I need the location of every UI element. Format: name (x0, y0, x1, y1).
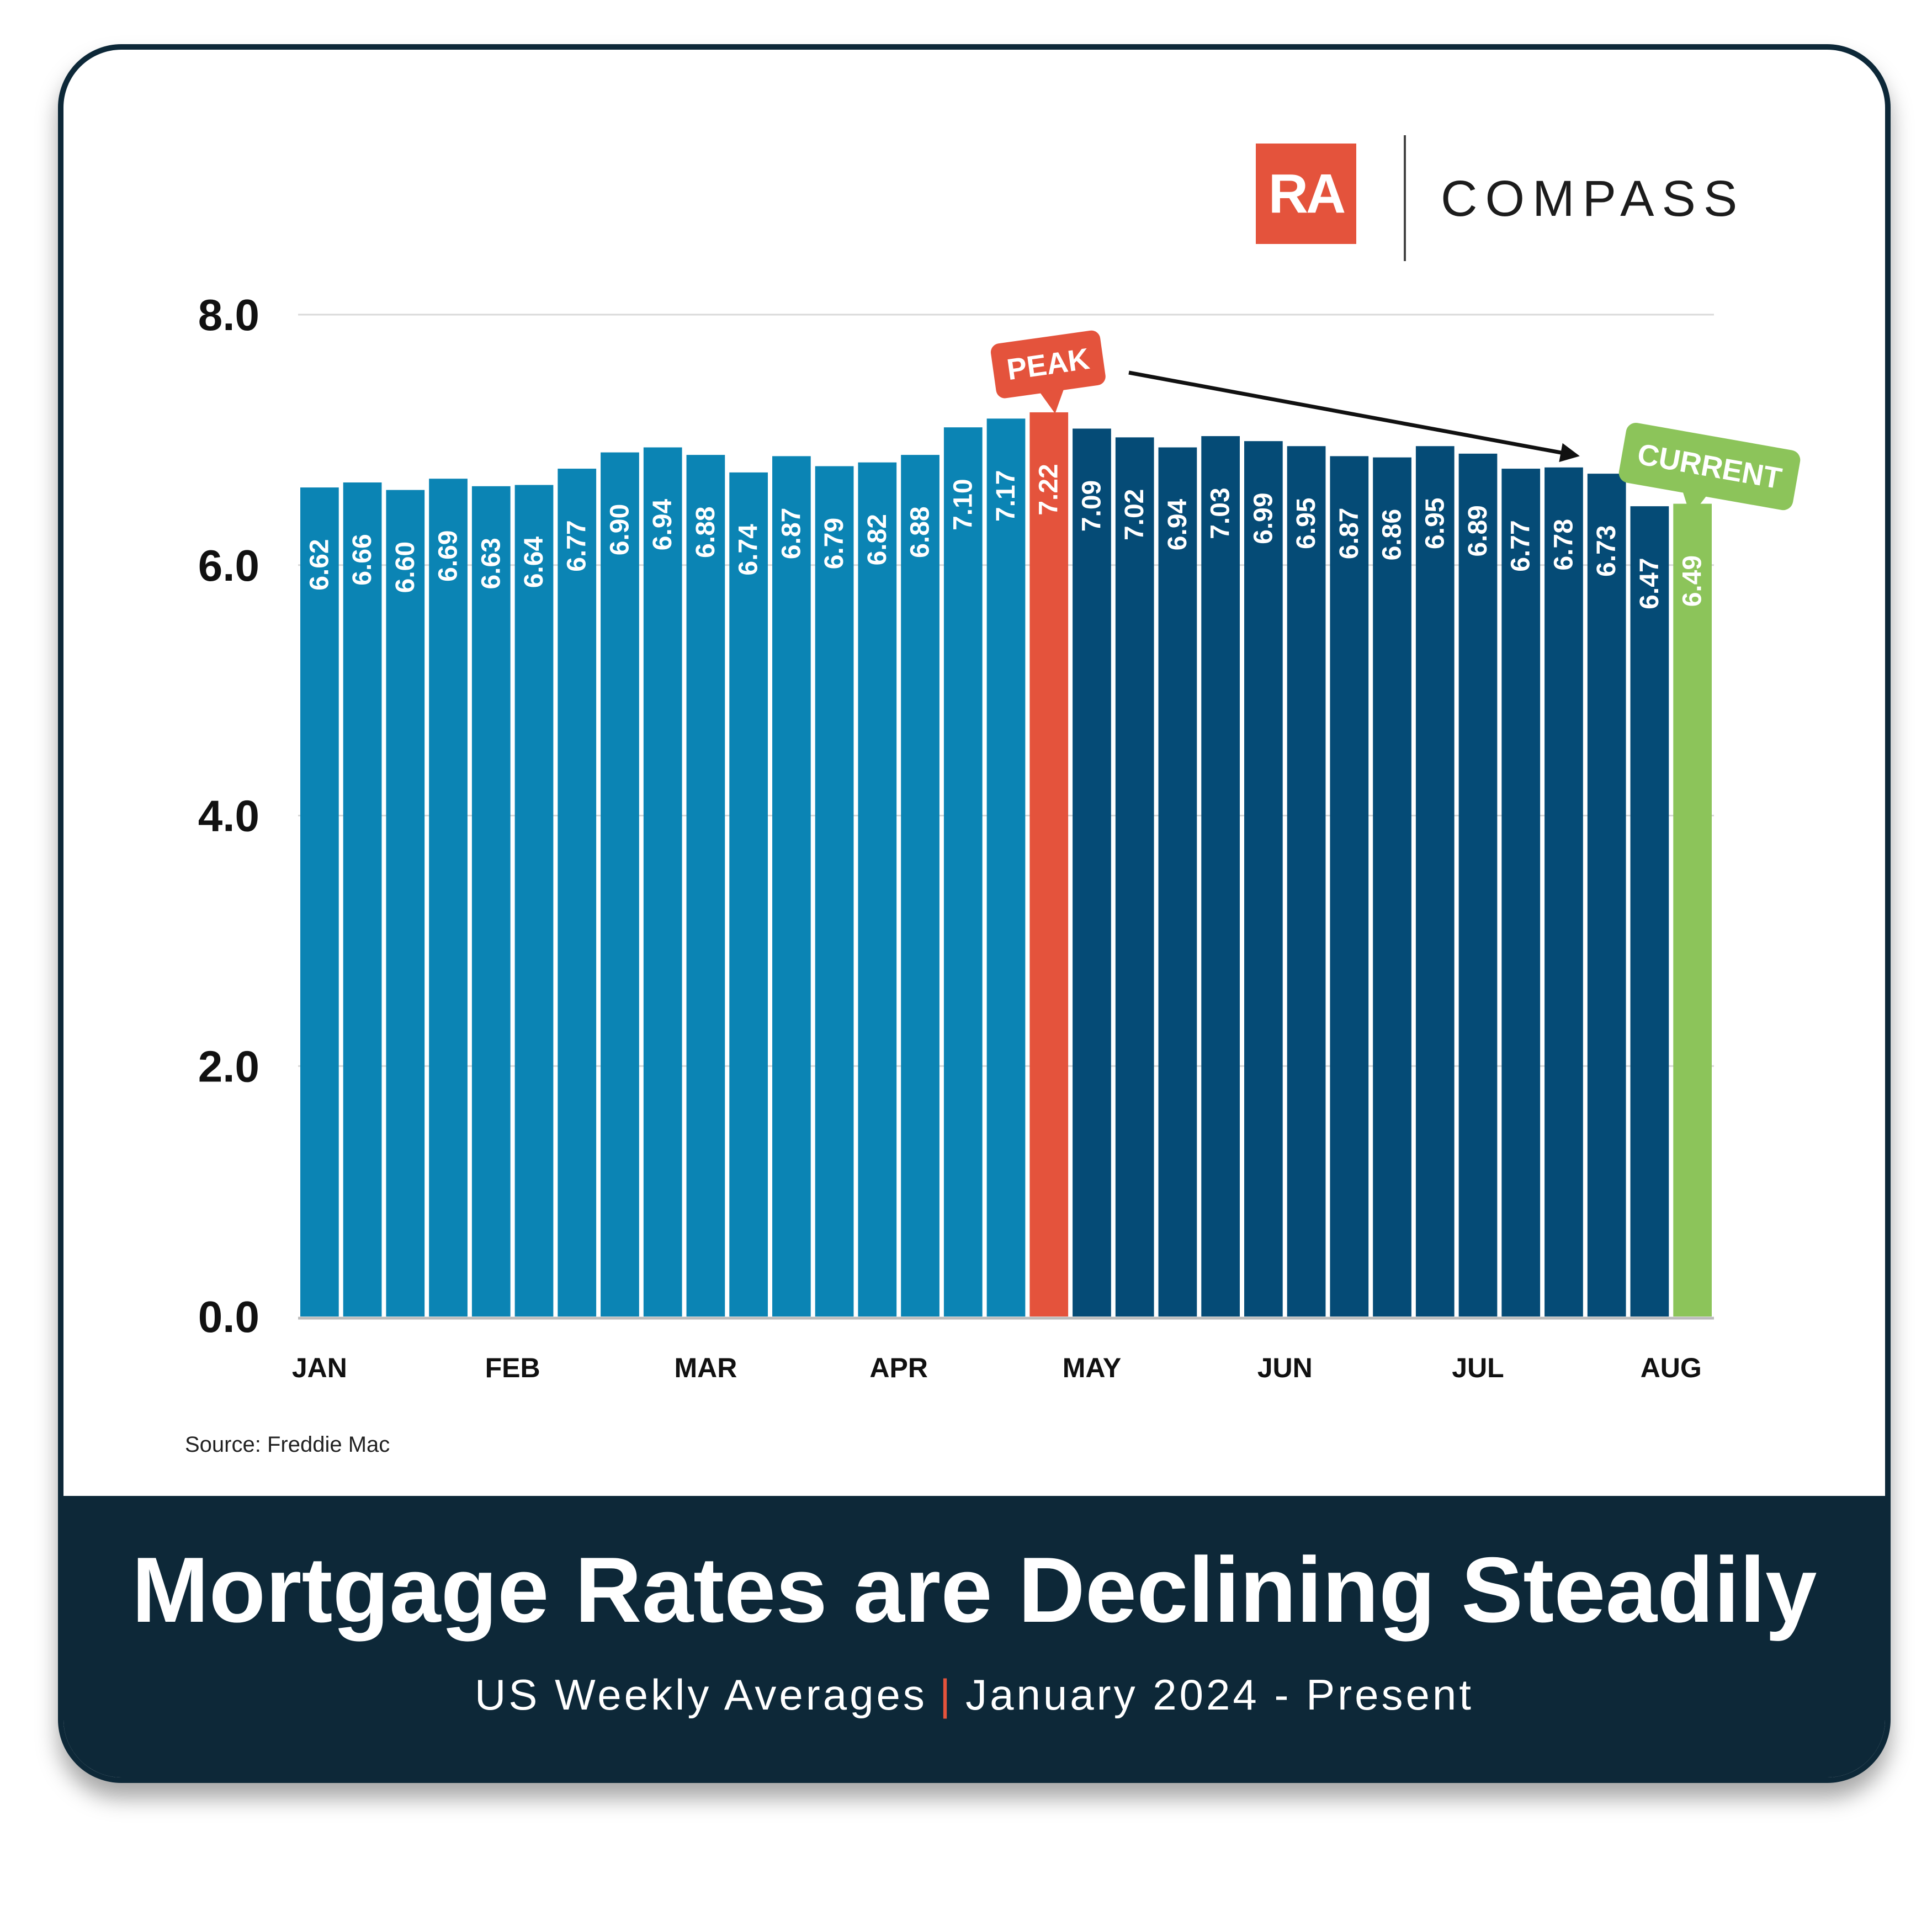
x-tick-label: JUN (1257, 1352, 1313, 1383)
bar-value-label: 7.10 (948, 479, 978, 530)
bar-value-label: 6.95 (1292, 498, 1321, 549)
x-tick-label: JUL (1452, 1352, 1504, 1383)
brand-logo: RA COMPASS (1256, 135, 1808, 262)
source-note: Source: Freddie Mac (185, 1432, 390, 1457)
bar-value-label: 6.47 (1635, 558, 1664, 609)
y-tick-label: 4.0 (198, 792, 259, 841)
bar-value-label: 6.69 (434, 530, 463, 581)
bar-value-label: 6.62 (305, 539, 334, 590)
bar-value-label: 6.73 (1592, 525, 1621, 576)
bar (686, 455, 725, 1317)
bar-value-label: 6.78 (1549, 519, 1578, 570)
bar-value-label: 6.77 (1506, 520, 1536, 571)
bar-value-label: 6.60 (391, 542, 420, 593)
bar (514, 485, 554, 1317)
bar-value-label: 6.77 (562, 520, 592, 571)
bar-value-label: 6.88 (906, 506, 935, 558)
bar (1287, 446, 1326, 1317)
peak-callout-box (990, 330, 1106, 399)
bar (1501, 469, 1541, 1317)
chart-subtitle: US Weekly Averages | January 2024 - Presen… (63, 1667, 1885, 1722)
bar (386, 490, 425, 1317)
bar (986, 418, 1026, 1317)
subtitle-right: January 2024 - Present (965, 1670, 1474, 1719)
bar-value-label: 7.22 (1034, 464, 1064, 515)
y-tick-label: 0.0 (198, 1292, 259, 1341)
bar-value-label: 6.94 (1163, 498, 1192, 550)
bar (1073, 428, 1111, 1317)
bar (858, 462, 897, 1317)
bar (429, 479, 468, 1317)
bar (1587, 474, 1626, 1317)
bar-value-label: 6.94 (648, 498, 677, 550)
current-callout: CURRENT (1618, 422, 1801, 517)
bar-value-label: 7.17 (991, 470, 1021, 522)
bar (643, 447, 682, 1317)
ra-logo: RA (1256, 144, 1356, 244)
bar-value-label: 6.86 (1378, 509, 1407, 560)
peak-callout: PEAK (990, 330, 1106, 414)
logo-divider (1404, 135, 1406, 261)
bar (1201, 436, 1240, 1317)
current-callout-box (1618, 422, 1801, 511)
y-tick-label: 2.0 (198, 1042, 259, 1091)
bar-value-label: 7.09 (1077, 480, 1106, 532)
y-tick-label: 6.0 (198, 541, 259, 590)
bar (471, 486, 511, 1317)
chart-title: Mortgage Rates are Declining Steadily (131, 1538, 1817, 1642)
current-callout-pointer (1682, 491, 1707, 517)
bar-value-label: 6.87 (777, 508, 806, 559)
peak-callout-pointer (1039, 389, 1064, 414)
bar-value-label: 6.88 (691, 506, 720, 558)
bar-value-label: 6.87 (1335, 508, 1364, 559)
y-tick-label: 8.0 (198, 290, 259, 339)
bar (772, 456, 811, 1317)
bar (1115, 437, 1154, 1317)
subtitle-left: US Weekly Averages (475, 1670, 927, 1719)
bar-value-label: 6.99 (1249, 492, 1278, 544)
bar-value-label: 6.74 (734, 524, 763, 576)
mortgage-rate-bar-chart: 0.0 2.0 4.0 6.0 8.0 6.62 6.66 6.60 6.69 6.63 6.64 6… (198, 290, 1801, 1383)
bar-value-label: 6.64 (519, 537, 549, 588)
bar (300, 487, 339, 1317)
x-tick-label: JAN (292, 1352, 347, 1383)
bar-value-label: 6.95 (1420, 498, 1450, 549)
x-tick-label: APR (869, 1352, 928, 1383)
bar-value-label: 7.02 (1120, 489, 1149, 540)
bar-value-label: 6.82 (863, 514, 892, 565)
bar (1330, 456, 1369, 1317)
chart-card: RA COMPASS 0.0 2.0 4.0 6.0 8.0 6.62 6.66 6.60 6.… (58, 44, 1891, 1783)
bar-value-label: 6.89 (1463, 505, 1493, 556)
title-banner: Mortgage Rates are Declining Steadily US… (63, 1496, 1885, 1777)
x-tick-label: FEB (485, 1352, 540, 1383)
x-tick-label: MAY (1063, 1352, 1122, 1383)
bar (901, 455, 940, 1317)
x-tick-label: MAR (674, 1352, 737, 1383)
bar (343, 482, 382, 1317)
bar (601, 452, 639, 1317)
bar (1458, 453, 1498, 1317)
bar-value-label: 7.03 (1206, 487, 1235, 539)
x-tick-label: AUG (1641, 1352, 1702, 1383)
bar-value-label: 6.79 (820, 518, 849, 569)
bar (558, 469, 597, 1317)
bar (1630, 506, 1669, 1317)
bar-value-label: 6.90 (605, 504, 634, 555)
bar-value-label: 6.63 (476, 538, 506, 589)
bar (1544, 467, 1583, 1317)
bar (943, 427, 983, 1317)
bar (1244, 441, 1283, 1317)
trend-arrow (1128, 370, 1580, 463)
bar (1158, 447, 1197, 1317)
bar (815, 466, 854, 1317)
compass-logo: COMPASS (1441, 171, 1745, 227)
bar-value-label: 6.66 (348, 534, 377, 585)
subtitle-separator: | (939, 1670, 954, 1719)
bar (1673, 503, 1712, 1317)
bar (1373, 457, 1411, 1317)
bar (1415, 446, 1455, 1317)
bar (1029, 412, 1069, 1317)
bar (729, 472, 768, 1317)
bar-value-label: 6.49 (1678, 555, 1707, 607)
